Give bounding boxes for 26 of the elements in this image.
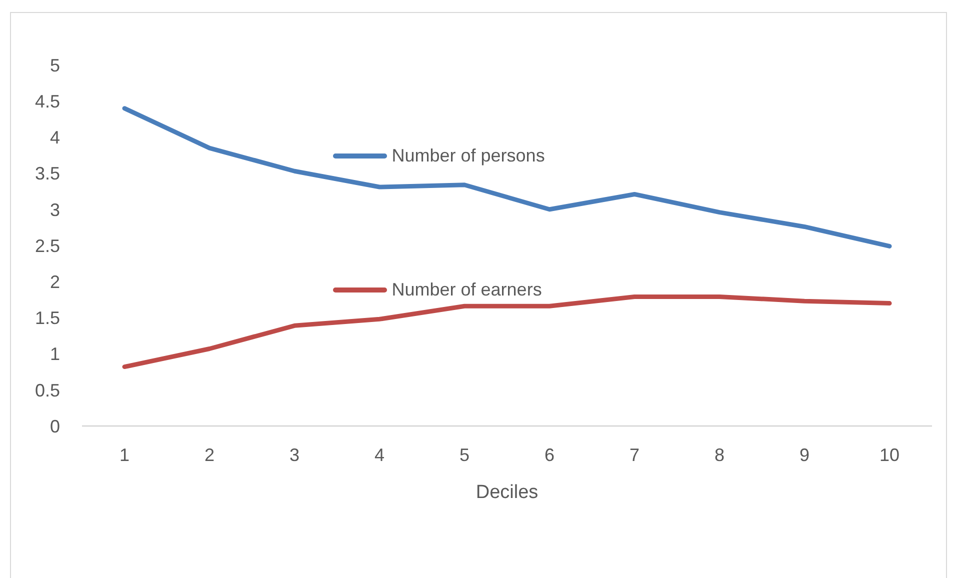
line-series <box>122 294 892 370</box>
y-tick-label: 3 <box>50 200 60 220</box>
x-axis-title: Deciles <box>476 482 538 503</box>
x-tick-label: 10 <box>879 444 900 465</box>
y-tick-label: 4.5 <box>34 91 60 112</box>
legend-label: Number of earners <box>392 279 542 300</box>
legend-label: Number of persons <box>392 145 545 166</box>
x-tick-label: 1 <box>119 444 130 465</box>
y-tick-label: 1 <box>50 344 60 364</box>
x-tick-label: 9 <box>799 444 810 465</box>
y-tick-label: 1.5 <box>34 308 60 328</box>
y-tick-label: 3.5 <box>34 164 60 184</box>
x-tick-label: 4 <box>374 444 385 465</box>
x-tick-label: 6 <box>544 444 555 465</box>
x-tick-label: 3 <box>289 444 300 465</box>
x-tick-label: 8 <box>714 444 725 465</box>
x-tick-label: 5 <box>459 444 470 465</box>
y-tick-label: 0.5 <box>34 380 60 400</box>
y-tick-label: 5 <box>50 55 60 76</box>
line-series <box>122 106 892 248</box>
y-tick-label: 2.5 <box>34 236 60 256</box>
x-tick-label: 7 <box>629 444 640 465</box>
y-tick-label: 0 <box>50 416 60 436</box>
y-tick-label: 4 <box>50 128 60 148</box>
y-tick-label: 2 <box>50 272 60 292</box>
x-tick-label: 2 <box>204 444 215 465</box>
